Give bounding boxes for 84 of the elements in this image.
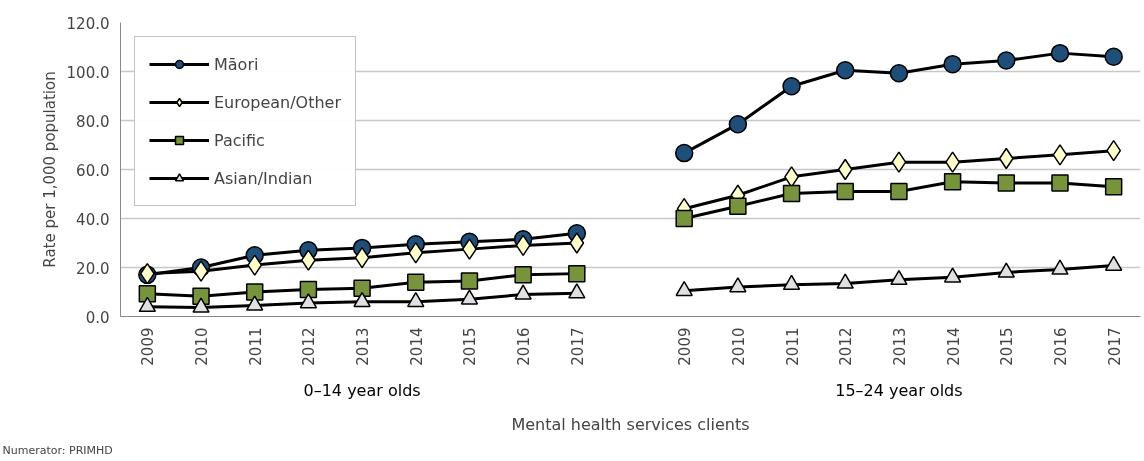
x-tick-label: 2013 (354, 327, 373, 366)
x-axis-title: Mental health services clients (511, 414, 750, 434)
x-tick-label: 2009 (139, 327, 158, 366)
legend-label: Māori (214, 53, 259, 76)
point (568, 283, 586, 299)
point (1052, 144, 1068, 166)
x-tick-label: 2016 (1051, 327, 1070, 366)
point (568, 264, 586, 283)
x-tick-label: 2016 (515, 327, 534, 366)
y-tick-label: 40.0 (76, 210, 110, 229)
x-tick-label: 2017 (568, 327, 587, 366)
point (782, 76, 801, 96)
point (1051, 259, 1069, 275)
point (943, 267, 962, 283)
point (300, 249, 316, 271)
point (247, 254, 263, 276)
point (569, 232, 585, 254)
point (890, 269, 908, 286)
y-tick-label: 100.0 (66, 63, 110, 82)
point (1050, 43, 1070, 63)
point (299, 293, 318, 309)
y-tick-label: 120.0 (66, 14, 110, 33)
x-tick-label: 2014 (407, 327, 426, 366)
point (943, 173, 962, 191)
point (997, 262, 1016, 278)
point (1104, 255, 1123, 271)
x-tick-label: 2012 (300, 327, 319, 366)
point (407, 291, 425, 308)
point (192, 297, 210, 313)
point (245, 295, 264, 311)
x-tick-label: 2015 (461, 327, 480, 366)
point (891, 151, 907, 173)
point (675, 209, 693, 228)
point (460, 289, 479, 305)
point (729, 277, 747, 293)
x-tick-label: 2014 (944, 327, 963, 366)
point (729, 197, 747, 215)
point (836, 273, 854, 289)
x-tick-label: 2011 (246, 327, 265, 366)
legend-label: Asian/Indian (214, 167, 313, 190)
text: Numerator: PRIMHD (2, 443, 113, 457)
point (138, 296, 157, 313)
point (193, 260, 209, 282)
point (997, 51, 1016, 70)
point (997, 174, 1016, 192)
point (782, 274, 801, 291)
point (1104, 177, 1123, 196)
point (1104, 47, 1123, 67)
x-tick-label: 2017 (1105, 327, 1124, 366)
point (408, 242, 424, 264)
point (1051, 174, 1069, 192)
point (675, 280, 693, 297)
y-tick-label: 20.0 (76, 259, 110, 278)
point (407, 273, 425, 291)
point (945, 151, 961, 173)
y-tick-label: 0.0 (85, 308, 110, 327)
point (728, 114, 748, 134)
x-tick-label: 2013 (890, 327, 909, 366)
point (943, 54, 962, 74)
x-tick-label: 2011 (783, 327, 802, 366)
x-tick-label: 2010 (729, 327, 748, 366)
point (782, 184, 801, 203)
legend-label: European/Other (214, 91, 342, 114)
point (889, 63, 909, 83)
point (836, 182, 854, 201)
point (835, 61, 855, 80)
legend-label: Pacific (214, 129, 265, 152)
point (460, 272, 479, 290)
point (674, 143, 694, 163)
x-tick-label: 2015 (998, 327, 1017, 366)
x-tick-label: 2009 (676, 327, 695, 366)
text: 0–14 year olds (303, 380, 421, 400)
point (353, 279, 371, 298)
point (245, 283, 264, 301)
point (890, 182, 908, 201)
point (514, 266, 532, 284)
x-tick-label: 2010 (193, 327, 212, 366)
y-tick-label: 80.0 (76, 112, 110, 131)
x-tick-label: 2012 (837, 327, 856, 366)
y-axis-title: Rate per 1,000 population (40, 71, 59, 268)
y-tick-label: 60.0 (76, 161, 110, 180)
point (514, 284, 532, 300)
point (353, 291, 371, 308)
text: 15–24 year olds (835, 380, 963, 400)
